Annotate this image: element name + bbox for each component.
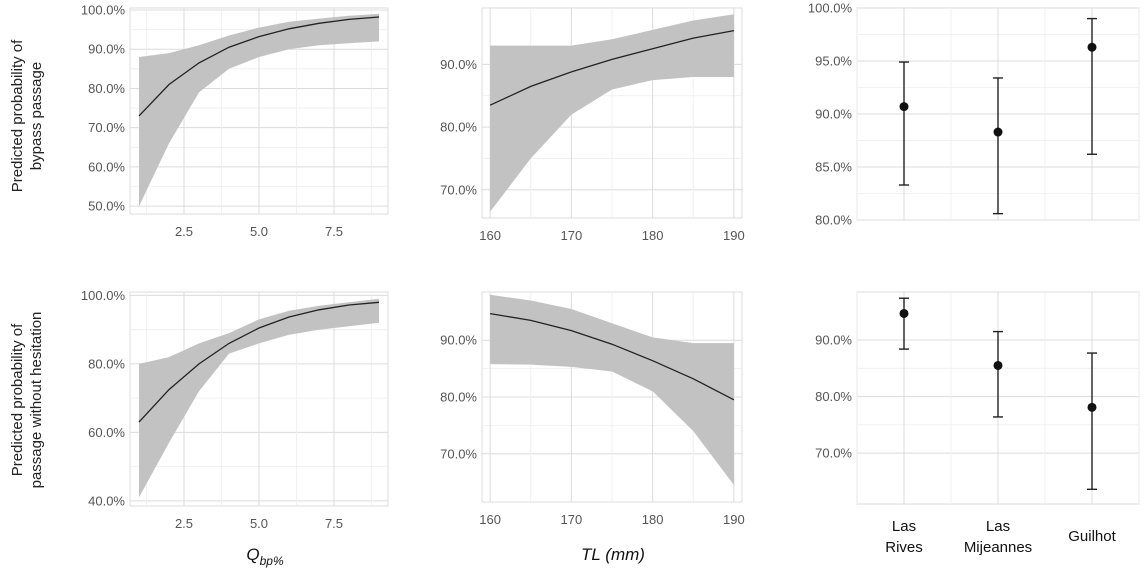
y-tick-label: 80.0% bbox=[815, 213, 852, 228]
x-tick-label: 7.5 bbox=[325, 224, 343, 239]
y-tick-label: 80.0% bbox=[88, 81, 125, 96]
point-estimate bbox=[899, 102, 909, 112]
fitted-line bbox=[489, 29, 735, 106]
fitted-line bbox=[489, 312, 735, 401]
row-title-top: Predicted probability of bypass passage bbox=[9, 39, 45, 192]
x-tick-label: 180 bbox=[642, 512, 664, 527]
x-tick-label: 190 bbox=[723, 512, 745, 527]
x-title-left-main: Q bbox=[246, 545, 259, 564]
confidence-band bbox=[490, 14, 734, 212]
row-title-bottom: Predicted probability of passage without… bbox=[9, 312, 45, 489]
y-tick-label: 50.0% bbox=[88, 199, 125, 214]
y-tick-label: 90.0% bbox=[440, 57, 477, 72]
row-title-bottom-line1: Predicted probability of bbox=[9, 323, 26, 476]
x-tick-label: 5.0 bbox=[250, 516, 268, 531]
y-tick-label: 90.0% bbox=[88, 42, 125, 57]
y-tick-label: 60.0% bbox=[88, 159, 125, 174]
category-label: Las bbox=[986, 518, 1010, 535]
category-label: Rives bbox=[885, 539, 923, 556]
x-tick-label: 170 bbox=[561, 228, 583, 243]
x-tick-label: 5.0 bbox=[250, 224, 268, 239]
panel-0-0: 50.0% 60.0% 70.0% 80.0% 90.0% 100.0% 2.5 5.0 7.5 bbox=[81, 2, 389, 239]
point-estimate bbox=[899, 308, 909, 318]
point-estimate bbox=[1087, 42, 1097, 52]
panel-1-1: 70.0% 80.0% 90.0% 160 170 180 190 bbox=[440, 291, 745, 527]
row-title-top-line1: Predicted probability of bbox=[9, 39, 26, 192]
panel-0-2: 80.0% 85.0% 90.0% 95.0% 100.0% bbox=[808, 1, 1140, 228]
category-label: Mijeannes bbox=[964, 539, 1032, 556]
y-tick-label: 70.0% bbox=[440, 446, 477, 461]
confidence-band bbox=[490, 294, 734, 485]
point-estimate bbox=[993, 360, 1003, 370]
y-tick-label: 95.0% bbox=[815, 54, 852, 69]
y-tick-label: 60.0% bbox=[88, 425, 125, 440]
y-tick-label: 70.0% bbox=[440, 182, 477, 197]
x-title-left: Qbp% bbox=[246, 545, 284, 568]
x-title-left-sub: bp% bbox=[260, 554, 284, 568]
y-tick-label: 80.0% bbox=[440, 390, 477, 405]
x-tick-label: 160 bbox=[479, 228, 501, 243]
y-tick-label: 90.0% bbox=[815, 333, 852, 348]
x-title-middle: TL (mm) bbox=[581, 545, 645, 564]
y-tick-label: 70.0% bbox=[815, 446, 852, 461]
y-tick-label: 85.0% bbox=[815, 160, 852, 175]
x-tick-label: 2.5 bbox=[175, 516, 193, 531]
y-tick-label: 90.0% bbox=[440, 333, 477, 348]
panel-0-1: 70.0% 80.0% 90.0% 160 170 180 190 bbox=[440, 7, 745, 243]
chart-panels: 50.0% 60.0% 70.0% 80.0% 90.0% 100.0% 2.5 5.0 7.5… bbox=[81, 1, 1140, 556]
category-label: Las bbox=[892, 518, 916, 535]
point-estimate bbox=[1087, 402, 1097, 412]
confidence-band bbox=[139, 298, 379, 498]
y-tick-label: 100.0% bbox=[81, 288, 126, 303]
row-title-bottom-line2: passage without hesitation bbox=[28, 312, 45, 489]
x-tick-label: 190 bbox=[723, 228, 745, 243]
y-tick-label: 100.0% bbox=[81, 2, 126, 17]
confidence-band bbox=[139, 13, 379, 207]
y-tick-label: 100.0% bbox=[808, 1, 853, 16]
y-tick-label: 80.0% bbox=[815, 389, 852, 404]
y-tick-label: 40.0% bbox=[88, 493, 125, 508]
y-tick-label: 80.0% bbox=[88, 356, 125, 371]
x-tick-label: 170 bbox=[561, 512, 583, 527]
y-tick-label: 90.0% bbox=[815, 107, 852, 122]
x-tick-label: 180 bbox=[642, 228, 664, 243]
y-tick-label: 70.0% bbox=[88, 120, 125, 135]
y-tick-label: 80.0% bbox=[440, 120, 477, 135]
x-tick-label: 7.5 bbox=[325, 516, 343, 531]
fitted-line bbox=[138, 301, 380, 423]
x-tick-label: 160 bbox=[479, 512, 501, 527]
panel-1-0: 40.0% 60.0% 80.0% 100.0% 2.5 5.0 7.5 bbox=[81, 288, 389, 531]
row-title-top-line2: bypass passage bbox=[28, 62, 45, 170]
point-estimate bbox=[993, 127, 1003, 137]
fitted-line bbox=[138, 16, 380, 117]
x-tick-label: 2.5 bbox=[175, 224, 193, 239]
panel-1-2: 70.0% 80.0% 90.0% Las Rives Las Mijeannes Guilh… bbox=[815, 291, 1140, 556]
category-label: Guilhot bbox=[1068, 528, 1116, 545]
